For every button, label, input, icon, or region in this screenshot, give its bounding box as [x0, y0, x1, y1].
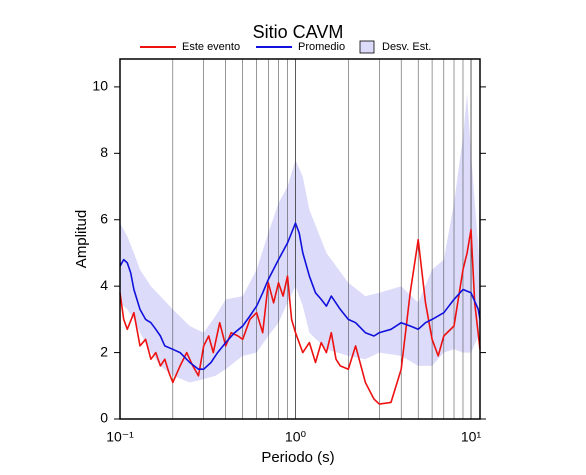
y-tick-label: 2 — [100, 343, 108, 359]
legend-label: Este evento — [182, 41, 240, 53]
legend-swatch — [359, 40, 375, 54]
y-axis-label: Amplitud — [73, 210, 90, 268]
x-tick-label: 10⁻¹ — [106, 429, 134, 445]
legend-label: Promedio — [298, 41, 345, 53]
y-tick-label: 0 — [100, 410, 108, 426]
x-tick-label: 10¹ — [461, 429, 482, 445]
legend-label: Desv. Est. — [382, 41, 431, 53]
y-tick-label: 6 — [100, 210, 108, 226]
x-axis-label: Periodo (s) — [261, 449, 334, 466]
y-tick-label: 8 — [100, 144, 108, 160]
x-tick-label: 10⁰ — [285, 429, 307, 445]
series-line — [119, 228, 481, 405]
chart-title: Sitio CAVM — [253, 22, 344, 42]
y-tick-label: 10 — [92, 78, 108, 94]
y-tick-label: 4 — [100, 277, 108, 293]
series-line — [119, 222, 481, 370]
plot-frame — [119, 58, 481, 420]
